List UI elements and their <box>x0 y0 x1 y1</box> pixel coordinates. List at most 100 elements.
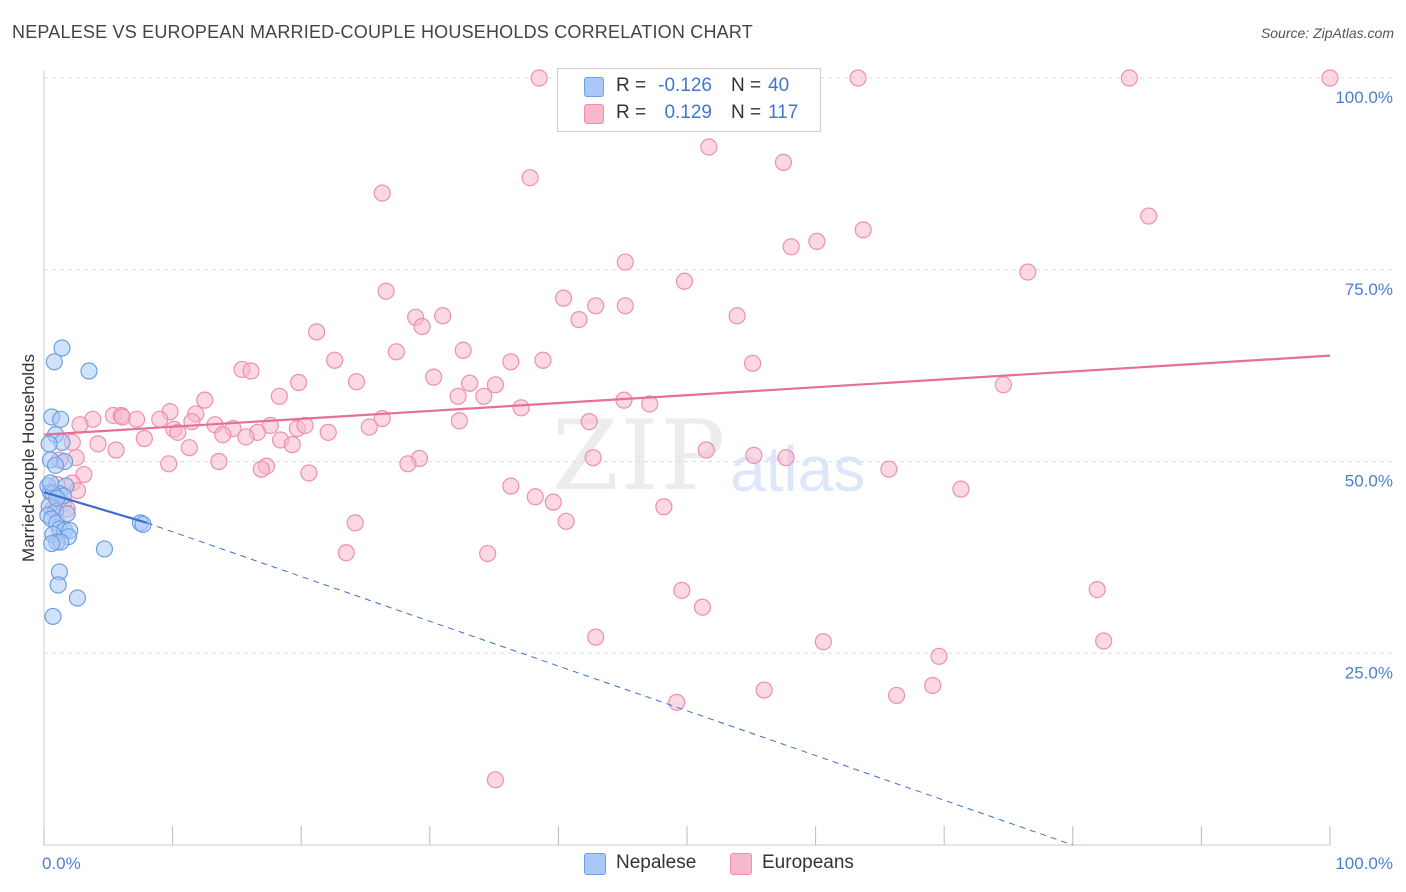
european-point <box>668 693 686 711</box>
european-point <box>151 410 169 428</box>
european-point <box>89 435 107 453</box>
nepalese-point <box>45 353 63 371</box>
european-point <box>486 376 504 394</box>
series-swatch-europeans <box>730 853 752 875</box>
x-tick-label-min: 0.0% <box>42 854 81 873</box>
european-point <box>450 412 468 430</box>
european-point <box>814 633 832 651</box>
european-point <box>554 289 573 307</box>
correlation-legend: R = -0.126 N = 40 R = 0.129 N = 117 <box>557 68 821 132</box>
european-point <box>180 439 198 457</box>
european-point <box>587 297 605 315</box>
european-point <box>283 436 301 454</box>
european-point <box>183 413 201 431</box>
european-point <box>808 232 826 250</box>
european-point <box>296 416 314 435</box>
european-point <box>475 387 493 405</box>
european-point <box>434 307 452 325</box>
european-point <box>849 69 867 87</box>
legend-n-value: 117 <box>768 102 799 123</box>
european-point <box>210 452 228 471</box>
european-point <box>337 544 355 562</box>
european-point <box>534 351 552 369</box>
nepalese-point <box>41 474 60 492</box>
nepalese-point <box>44 607 62 626</box>
legend-n-value: 40 <box>768 75 790 96</box>
nepalese-point <box>68 589 87 607</box>
european-point <box>745 446 763 464</box>
european-point <box>1095 632 1113 650</box>
european-point <box>774 153 793 171</box>
european-point <box>880 460 898 478</box>
european-point <box>360 418 378 436</box>
european-point <box>377 282 395 300</box>
nepalese-point <box>53 339 71 357</box>
chart-title: NEPALESE VS EUROPEAN MARRIED-COUPLE HOUS… <box>12 22 753 42</box>
european-point <box>399 455 417 473</box>
european-point <box>214 426 232 444</box>
european-point <box>693 598 712 616</box>
y-tick-label: 25.0% <box>1345 663 1393 682</box>
legend-r-value: 0.129 <box>664 102 712 123</box>
european-point <box>107 441 125 459</box>
watermark-zip: ZIP <box>552 400 728 512</box>
european-point <box>308 323 326 341</box>
legend-swatch-nepalese <box>584 77 604 97</box>
legend-r-label: R = <box>616 75 647 96</box>
nepalese-point <box>80 362 98 380</box>
european-point <box>587 628 605 646</box>
x-tick-label-max: 100.0% <box>1335 854 1393 873</box>
series-swatch-nepalese <box>584 853 606 875</box>
european-point <box>169 423 187 441</box>
nepalese-point <box>43 534 61 553</box>
european-point <box>584 449 602 467</box>
european-point <box>521 169 539 187</box>
european-point <box>755 681 773 699</box>
european-point <box>1321 69 1339 87</box>
european-point <box>700 138 718 156</box>
european-point <box>242 362 260 380</box>
european-point <box>290 373 308 392</box>
european-point <box>655 498 673 516</box>
european-point <box>526 488 544 506</box>
european-point <box>854 221 872 239</box>
european-point <box>782 238 800 256</box>
european-point <box>479 544 497 563</box>
european-point <box>570 311 588 329</box>
european-point <box>580 413 598 431</box>
nepalese-point <box>52 410 70 428</box>
nepalese-point <box>134 515 152 533</box>
european-point <box>127 410 146 428</box>
european-point <box>952 480 970 498</box>
european-point <box>557 512 575 530</box>
european-point <box>486 771 504 789</box>
european-trend-line <box>43 354 1331 436</box>
nepalese-point <box>95 540 114 558</box>
european-point <box>160 455 178 473</box>
legend-r-label: R = <box>616 102 647 123</box>
nepalese-point <box>58 505 76 523</box>
european-point <box>641 395 659 413</box>
european-point <box>544 493 562 511</box>
european-point <box>530 69 548 87</box>
european-point <box>1088 580 1106 599</box>
european-point <box>326 351 344 369</box>
european-point <box>425 368 443 386</box>
european-point <box>697 441 715 459</box>
european-point <box>675 272 694 290</box>
legend-n-label: N = <box>731 75 762 96</box>
european-point <box>728 307 746 325</box>
european-point <box>347 373 366 391</box>
y-tick-label: 75.0% <box>1345 280 1393 299</box>
european-point <box>1120 69 1138 87</box>
european-point <box>994 376 1012 394</box>
european-point <box>346 514 364 532</box>
series-label-europeans: Europeans <box>762 852 854 873</box>
legend-row-europeans: R = 0.129 N = 117 <box>558 101 820 127</box>
european-point <box>777 449 795 467</box>
european-point <box>616 253 634 271</box>
european-point <box>930 647 948 665</box>
legend-row-nepalese: R = -0.126 N = 40 <box>558 74 820 100</box>
european-point <box>1019 263 1037 281</box>
european-point <box>449 387 467 405</box>
